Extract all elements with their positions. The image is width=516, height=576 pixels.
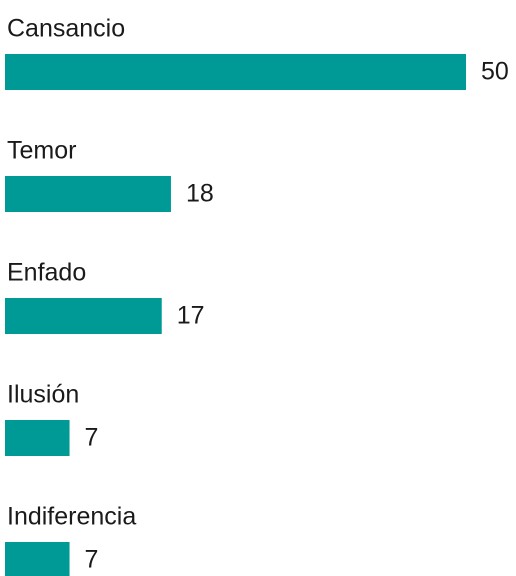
category-label: Indiferencia xyxy=(7,503,136,531)
bar xyxy=(5,54,466,90)
category-label: Ilusión xyxy=(7,381,79,409)
bar xyxy=(5,298,162,334)
category-label: Temor xyxy=(7,137,76,165)
bar xyxy=(5,176,171,212)
value-label: 50 xyxy=(481,58,509,86)
value-label: 18 xyxy=(186,180,214,208)
value-label: 7 xyxy=(85,424,99,452)
bar xyxy=(5,420,70,456)
category-label: Cansancio xyxy=(7,15,125,43)
category-label: Enfado xyxy=(7,259,86,287)
value-label: 7 xyxy=(85,546,99,574)
value-label: 17 xyxy=(177,302,205,330)
bar xyxy=(5,542,70,576)
